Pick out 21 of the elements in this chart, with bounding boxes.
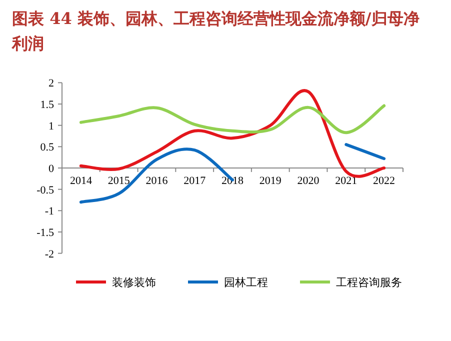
y-tick-label: 0.5 [40, 142, 54, 154]
x-tick-label: 2015 [108, 175, 130, 187]
y-tick-label: 1 [48, 120, 54, 132]
x-tick-label: 2021 [335, 175, 358, 187]
y-tick-label: 1.5 [40, 99, 54, 112]
y-tick-label: 0 [48, 163, 54, 175]
y-tick-label: -0.5 [36, 184, 54, 196]
y-tick-label: -1 [44, 206, 54, 218]
x-tick-label: 2014 [70, 175, 92, 187]
legend-label: 工程咨询服务 [336, 276, 402, 289]
x-tick-label: 2020 [297, 175, 320, 187]
x-tick-label: 2017 [184, 175, 206, 187]
y-tick-label: -1.5 [36, 226, 54, 239]
y-tick-label: 2 [48, 78, 54, 90]
x-tick-label: 2016 [146, 175, 168, 187]
legend-label: 园林工程 [224, 276, 268, 289]
x-tick-label: 2019 [259, 175, 282, 187]
chart-title: 图表 44 装饰、园林、工程咨询经营性现金流净额/归母净利润 [12, 8, 420, 55]
x-tick-label: 2022 [373, 175, 396, 187]
y-tick-label: -2 [44, 248, 54, 260]
legend-label: 装修装饰 [112, 276, 156, 289]
